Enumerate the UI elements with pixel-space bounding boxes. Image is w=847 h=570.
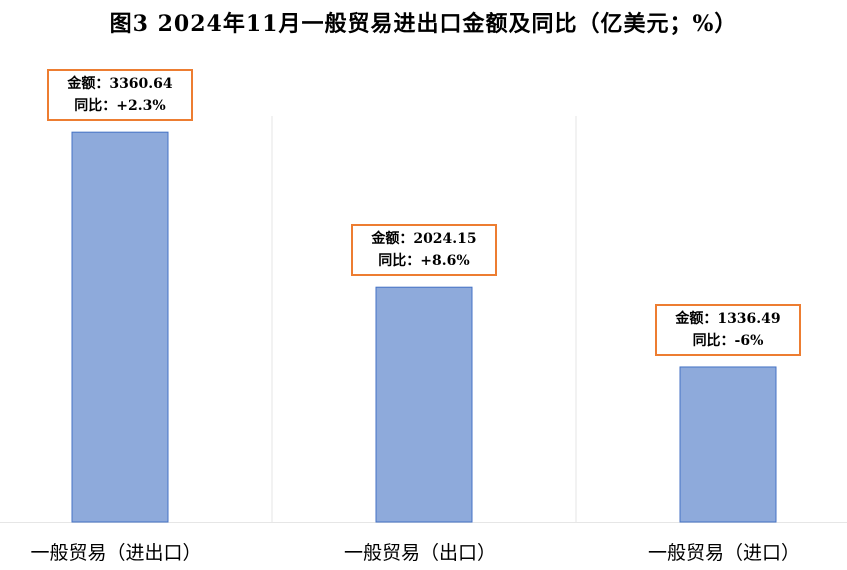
bar <box>679 366 777 523</box>
data-label-yoy: 同比：-6% <box>692 332 764 349</box>
x-tick-label: 一般贸易（出口） <box>343 542 496 564</box>
data-label-amount: 金额：1336.49 <box>675 310 781 327</box>
x-tick-label: 一般贸易（进口） <box>647 542 800 564</box>
data-label: 金额：2024.15 同比：+8.6% <box>351 224 497 277</box>
data-label-yoy: 同比：+2.3% <box>74 98 166 115</box>
chart-title: 图3 2024年11月一般贸易进出口金额及同比（亿美元；%） <box>109 11 738 37</box>
x-tick-label: 一般贸易（进出口） <box>30 542 202 564</box>
data-label: 金额：1336.49 同比：-6% <box>655 303 801 356</box>
data-label-amount: 金额：3360.64 <box>67 76 173 93</box>
data-label: 金额：3360.64 同比：+2.3% <box>47 69 193 122</box>
bar <box>375 286 473 523</box>
data-label-amount: 金额：2024.15 <box>371 231 477 248</box>
bar <box>71 131 169 523</box>
data-label-yoy: 同比：+8.6% <box>378 253 470 270</box>
